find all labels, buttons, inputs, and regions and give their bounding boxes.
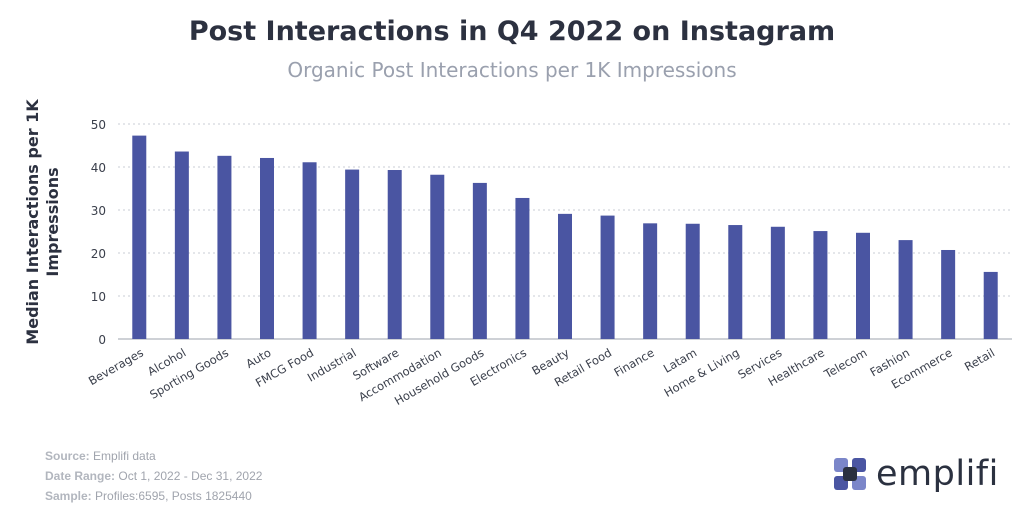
- emplifi-logo: emplifi: [832, 452, 999, 496]
- footer-sample: Sample: Profiles:6595, Posts 1825440: [45, 486, 262, 506]
- bar: [515, 197, 530, 339]
- source-value: Emplifi data: [93, 449, 156, 463]
- bar: [898, 240, 913, 339]
- x-tick-label: Auto: [243, 345, 273, 370]
- bar: [387, 170, 402, 339]
- emplifi-logo-icon: [834, 458, 866, 490]
- x-tick-label: Beverages: [86, 345, 146, 388]
- x-tick-label: Home & Living: [662, 345, 742, 399]
- y-tick-label: 20: [91, 247, 106, 261]
- chart-title: Post Interactions in Q4 2022 on Instagra…: [188, 16, 836, 47]
- bar: [174, 151, 189, 339]
- footer-date-range: Date Range: Oct 1, 2022 - Dec 31, 2022: [45, 466, 262, 486]
- source-label: Source:: [45, 449, 90, 463]
- bar: [558, 213, 572, 339]
- bar: [728, 225, 743, 339]
- footer-source: Source: Emplifi data: [45, 446, 262, 466]
- y-tick-label: 40: [91, 161, 106, 175]
- x-tick-label: Industrial: [305, 345, 359, 384]
- bar: [260, 157, 274, 339]
- bar: [983, 271, 998, 339]
- x-tick-label: Telecom: [821, 345, 870, 381]
- sample-label: Sample:: [45, 489, 92, 503]
- date-range-value: Oct 1, 2022 - Dec 31, 2022: [118, 469, 263, 483]
- bar: [132, 135, 147, 339]
- footer: Source: Emplifi data Date Range: Oct 1, …: [45, 446, 262, 506]
- y-tick-label: 30: [91, 204, 106, 218]
- x-tick-label: Retail: [962, 345, 997, 373]
- chart-subtitle: Organic Post Interactions per 1K Impress…: [287, 58, 737, 82]
- date-range-label: Date Range:: [45, 469, 116, 483]
- x-tick-label: Finance: [612, 345, 657, 379]
- emplifi-logo-text: emplifi: [876, 454, 999, 494]
- bar: [941, 249, 956, 339]
- sample-value: Profiles:6595, Posts 1825440: [95, 489, 252, 503]
- bar: [600, 215, 615, 339]
- bar: [430, 174, 445, 339]
- y-tick-label: 10: [91, 290, 106, 304]
- bar: [770, 226, 785, 339]
- bar: [685, 223, 700, 339]
- bar: [345, 169, 360, 339]
- y-tick-label: 50: [91, 118, 106, 132]
- bar: [643, 223, 658, 339]
- y-tick-label: 0: [98, 333, 106, 347]
- bar: [472, 182, 487, 339]
- bar: [813, 231, 828, 339]
- bar: [217, 155, 232, 339]
- bar: [302, 162, 317, 339]
- bar: [856, 232, 870, 339]
